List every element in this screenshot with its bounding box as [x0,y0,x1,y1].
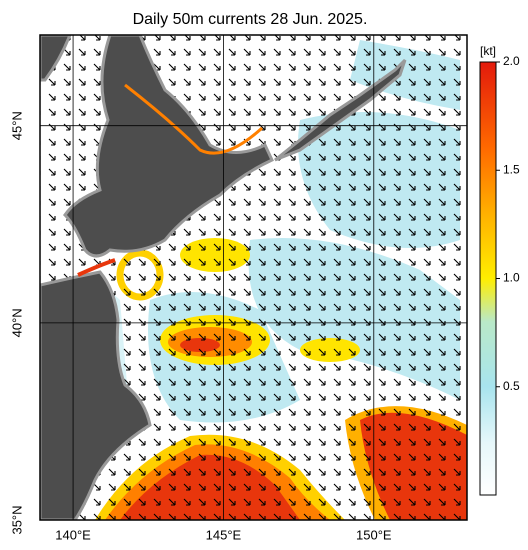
colorbar-label: [kt] [480,44,496,58]
map-title: Daily 50m currents 28 Jun. 2025. [133,11,368,28]
y-tick-label: 40°N [9,308,24,337]
colorbar-tick-label: 2.0 [503,54,520,68]
y-tick-label: 45°N [9,111,24,140]
colorbar-tick-label: 1.5 [503,162,520,176]
current-field [40,35,467,520]
colorbar-tick-label: 1.0 [503,271,520,285]
colorbar [479,61,497,496]
x-tick-label: 145°E [206,527,242,542]
y-tick-label: 35°N [9,505,24,534]
colorbar-tick-label: 0.5 [503,379,520,393]
x-tick-label: 140°E [55,527,91,542]
x-tick-label: 150°E [356,527,392,542]
